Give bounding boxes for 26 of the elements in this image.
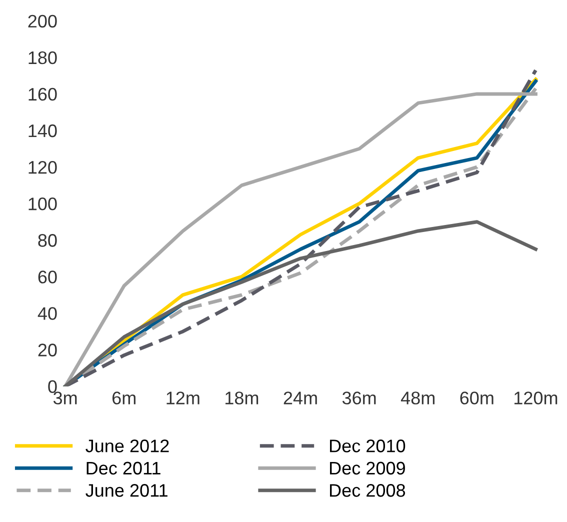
legend-label: June 2012 xyxy=(86,440,169,452)
legend-label: Dec 2010 xyxy=(330,440,406,452)
y-tick-label: 20 xyxy=(38,344,57,356)
x-tick-label: 60m xyxy=(460,392,494,404)
x-tick-label: 120m xyxy=(514,392,558,404)
y-tick-label: 140 xyxy=(28,124,57,138)
x-tick-label: 36m xyxy=(342,392,376,404)
y-tick-label: 80 xyxy=(38,234,57,247)
y-tick-label: 180 xyxy=(28,51,57,64)
x-tick-label: 6m xyxy=(112,392,136,404)
y-tick-label: 0 xyxy=(48,380,57,393)
legend-label: Dec 2009 xyxy=(330,462,405,475)
x-tick-label: 18m xyxy=(226,392,258,404)
x-tick-label: 3m xyxy=(53,392,77,404)
legend-label: June 2011 xyxy=(86,484,168,497)
y-tick-label: 200 xyxy=(28,14,57,28)
y-tick-label: 60 xyxy=(38,270,57,284)
y-tick-label: 40 xyxy=(38,307,57,320)
y-tick-label: 160 xyxy=(28,88,57,101)
y-tick-label: 100 xyxy=(28,198,57,210)
x-tick-label: 24m xyxy=(284,392,317,404)
legend-label: Dec 2011 xyxy=(86,462,160,475)
legend-label: Dec 2008 xyxy=(330,484,406,497)
x-tick-label: 12m xyxy=(166,392,200,404)
y-tick-label: 120 xyxy=(28,160,57,174)
x-tick-label: 48m xyxy=(400,392,434,404)
